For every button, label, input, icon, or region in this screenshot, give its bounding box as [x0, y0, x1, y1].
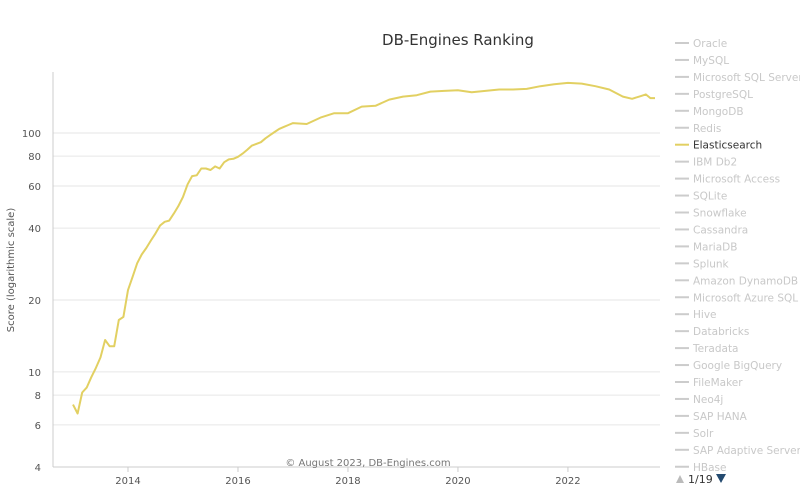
legend-item[interactable]: Splunk: [675, 258, 730, 270]
y-axis-label: Score (logarithmic scale): [6, 208, 17, 333]
legend-label: Elasticsearch: [693, 140, 762, 152]
legend-label: Amazon DynamoDB: [693, 275, 798, 287]
legend-label: MySQL: [693, 55, 729, 67]
legend-item[interactable]: SQLite: [675, 191, 727, 203]
legend-item[interactable]: FileMaker: [675, 377, 743, 389]
legend-label: Microsoft SQL Server: [693, 72, 800, 84]
legend-item[interactable]: Neo4j: [675, 394, 723, 406]
y-tick-label: 60: [28, 182, 41, 193]
legend-label: PostgreSQL: [693, 89, 753, 101]
legend-label: MongoDB: [693, 106, 744, 118]
grid: [53, 132, 660, 468]
legend-label: HBase: [693, 462, 726, 474]
x-tick-label: 2014: [115, 476, 140, 487]
y-tick-label: 100: [22, 129, 41, 140]
legend-label: Google BigQuery: [693, 360, 782, 372]
legend-label: Redis: [693, 123, 721, 135]
legend-label: Snowflake: [693, 208, 747, 220]
legend-item[interactable]: MySQL: [675, 55, 729, 67]
legend-pager: 1/19: [676, 473, 726, 486]
legend-label: Cassandra: [693, 224, 748, 236]
legend-label: Neo4j: [693, 394, 723, 406]
legend: Oracle MySQL Microsoft SQL Server PostgreSQ…: [675, 38, 800, 474]
legend-label: Splunk: [693, 258, 730, 270]
credit-text: © August 2023, DB-Engines.com: [285, 458, 450, 469]
y-tick-label: 20: [28, 296, 41, 307]
y-tick-label: 6: [35, 421, 41, 432]
legend-label: Solr: [693, 428, 714, 440]
y-axis-ticks: 4 6 8 10 20 40 60 80 100: [22, 129, 41, 474]
legend-item[interactable]: Snowflake: [675, 208, 747, 220]
legend-page-down-icon[interactable]: [716, 474, 726, 483]
legend-label: Oracle: [693, 38, 727, 50]
y-tick-label: 4: [35, 463, 41, 474]
legend-item[interactable]: SAP HANA: [675, 411, 748, 423]
legend-item[interactable]: Hive: [675, 309, 717, 321]
chart-title: DB-Engines Ranking: [382, 31, 534, 49]
legend-item[interactable]: Oracle: [675, 38, 727, 50]
x-tick-label: 2016: [225, 476, 250, 487]
y-tick-label: 10: [28, 368, 41, 379]
legend-item[interactable]: Google BigQuery: [675, 360, 782, 372]
legend-item[interactable]: Microsoft Access: [675, 174, 780, 186]
legend-label: Microsoft Azure SQL: [693, 292, 798, 304]
legend-item[interactable]: Solr: [675, 428, 714, 440]
x-axis-ticks: 2014 2016 2018 2020 2022: [115, 467, 581, 487]
legend-item[interactable]: Cassandra: [675, 224, 748, 236]
legend-item[interactable]: Elasticsearch: [675, 140, 762, 152]
legend-item[interactable]: Amazon DynamoDB: [675, 275, 798, 287]
legend-label: SQLite: [693, 191, 727, 203]
legend-item[interactable]: IBM Db2: [675, 157, 737, 169]
legend-item[interactable]: Redis: [675, 123, 721, 135]
legend-page-indicator: 1/19: [688, 473, 713, 486]
legend-label: IBM Db2: [693, 157, 737, 169]
legend-label: SAP HANA: [693, 411, 748, 423]
legend-item[interactable]: Teradata: [675, 343, 739, 355]
legend-item[interactable]: MariaDB: [675, 241, 737, 253]
legend-label: SAP Adaptive Server: [693, 445, 800, 457]
legend-item[interactable]: Databricks: [675, 326, 749, 338]
legend-label: Teradata: [692, 343, 739, 355]
legend-label: Databricks: [693, 326, 749, 338]
legend-item[interactable]: HBase: [675, 462, 726, 474]
legend-label: Microsoft Access: [693, 174, 780, 186]
x-tick-label: 2018: [335, 476, 360, 487]
legend-item[interactable]: Microsoft Azure SQL: [675, 292, 798, 304]
legend-label: MariaDB: [693, 241, 737, 253]
series-group: [72, 81, 655, 415]
legend-item[interactable]: MongoDB: [675, 106, 744, 118]
legend-item[interactable]: SAP Adaptive Server: [675, 445, 800, 457]
series-line-elasticsearch: [72, 81, 655, 415]
legend-label: FileMaker: [693, 377, 743, 389]
x-tick-label: 2022: [555, 476, 580, 487]
legend-page-up-icon[interactable]: [676, 475, 684, 483]
legend-label: Hive: [693, 309, 717, 321]
y-tick-label: 8: [35, 391, 41, 402]
x-tick-label: 2020: [445, 476, 470, 487]
y-tick-label: 40: [28, 224, 41, 235]
legend-item[interactable]: PostgreSQL: [675, 89, 753, 101]
legend-item[interactable]: Microsoft SQL Server: [675, 72, 800, 84]
y-tick-label: 80: [28, 152, 41, 163]
